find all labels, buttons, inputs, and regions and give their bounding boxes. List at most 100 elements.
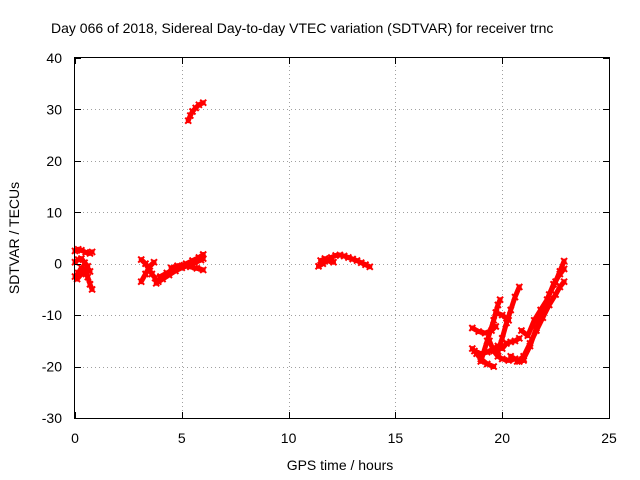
y-tick-labels: -30 -20 -10 0 10 20 30 40 bbox=[42, 50, 62, 426]
data-point bbox=[515, 334, 524, 343]
data-point bbox=[188, 256, 197, 265]
data-point bbox=[186, 111, 195, 120]
data-point bbox=[504, 316, 513, 325]
data-point bbox=[560, 257, 568, 265]
series-arc-1 bbox=[71, 245, 96, 258]
series-arc-12 bbox=[316, 254, 338, 266]
data-point bbox=[199, 250, 207, 259]
y-tick-label: -10 bbox=[42, 307, 62, 323]
y-tick-label: 30 bbox=[46, 101, 62, 117]
data-point bbox=[477, 357, 485, 366]
data-point bbox=[314, 262, 323, 271]
data-point bbox=[353, 256, 361, 265]
series-arc-4 bbox=[73, 265, 94, 283]
x-tick-label: 0 bbox=[71, 430, 79, 446]
y-tick-label: 20 bbox=[46, 153, 62, 169]
series-arc-13 bbox=[468, 322, 500, 337]
data-points bbox=[71, 98, 568, 371]
data-point bbox=[366, 263, 374, 271]
data-point bbox=[468, 324, 477, 332]
data-point bbox=[519, 355, 528, 363]
data-point bbox=[361, 260, 370, 269]
data-point bbox=[506, 352, 515, 361]
data-point bbox=[77, 246, 86, 255]
data-point bbox=[88, 285, 96, 294]
series-arc-19 bbox=[498, 334, 524, 353]
data-point bbox=[141, 270, 150, 278]
data-point bbox=[150, 258, 158, 266]
data-point bbox=[86, 280, 94, 289]
data-point bbox=[511, 337, 519, 345]
data-point bbox=[195, 101, 203, 109]
data-point bbox=[489, 316, 498, 325]
data-point bbox=[180, 261, 188, 270]
data-point bbox=[551, 290, 560, 299]
y-tick-label: -30 bbox=[42, 410, 62, 426]
x-tick-label: 20 bbox=[494, 430, 510, 446]
x-tick-label: 15 bbox=[388, 430, 404, 446]
data-point bbox=[152, 279, 160, 288]
y-axis-title: SDTVAR / TECUs bbox=[6, 182, 22, 294]
data-point bbox=[526, 342, 534, 350]
x-tick-label: 10 bbox=[281, 430, 297, 446]
x-tick-label: 5 bbox=[178, 430, 186, 446]
data-point bbox=[184, 116, 192, 125]
data-point bbox=[498, 355, 506, 363]
data-point bbox=[492, 308, 500, 317]
x-tick-label: 25 bbox=[601, 430, 617, 446]
data-point bbox=[483, 360, 491, 368]
y-tick-label: -20 bbox=[42, 359, 62, 375]
series-arc-10 bbox=[184, 98, 207, 125]
y-tick-label: 0 bbox=[54, 256, 62, 272]
data-point bbox=[474, 327, 483, 336]
data-point bbox=[186, 263, 195, 271]
data-point bbox=[549, 280, 558, 289]
data-point bbox=[156, 272, 165, 281]
series-arc-23 bbox=[517, 265, 568, 340]
data-point bbox=[530, 316, 538, 325]
grid bbox=[75, 58, 609, 418]
data-point bbox=[84, 273, 92, 281]
data-point bbox=[513, 357, 521, 366]
data-point bbox=[329, 258, 338, 266]
series-arc-6 bbox=[137, 258, 158, 286]
series-line bbox=[518, 266, 567, 339]
data-point bbox=[506, 306, 515, 314]
series-arc-18 bbox=[494, 283, 524, 355]
data-point bbox=[88, 248, 96, 256]
data-point bbox=[485, 337, 494, 345]
data-point bbox=[543, 295, 551, 304]
data-point bbox=[199, 266, 207, 274]
axis-ticks bbox=[75, 58, 610, 419]
plot-frame bbox=[74, 57, 610, 419]
series-arc-9 bbox=[167, 261, 207, 274]
data-point bbox=[357, 258, 365, 267]
data-point bbox=[494, 301, 502, 309]
data-point bbox=[316, 256, 325, 265]
data-point bbox=[81, 265, 90, 273]
data-point bbox=[137, 277, 145, 286]
data-point bbox=[167, 264, 175, 272]
data-point bbox=[470, 347, 479, 355]
data-point bbox=[560, 277, 568, 286]
data-point bbox=[511, 293, 519, 301]
y-tick-label: 10 bbox=[46, 204, 62, 220]
y-tick-label: 40 bbox=[46, 50, 62, 66]
data-point bbox=[560, 265, 568, 273]
data-point bbox=[173, 262, 182, 270]
data-point bbox=[536, 306, 545, 314]
data-point bbox=[498, 311, 506, 319]
data-point bbox=[86, 267, 94, 276]
data-point bbox=[321, 254, 329, 263]
data-point bbox=[489, 362, 498, 371]
x-axis-title: GPS time / hours bbox=[287, 457, 394, 473]
data-point bbox=[199, 98, 207, 107]
data-point bbox=[524, 331, 532, 340]
x-tick-labels: 0 5 10 15 20 25 bbox=[71, 430, 617, 446]
data-point bbox=[517, 326, 526, 335]
data-point bbox=[515, 283, 524, 291]
data-point bbox=[193, 264, 201, 273]
data-point bbox=[496, 295, 504, 304]
chart-title: Day 066 of 2018, Sidereal Day-to-day VTE… bbox=[51, 20, 553, 36]
